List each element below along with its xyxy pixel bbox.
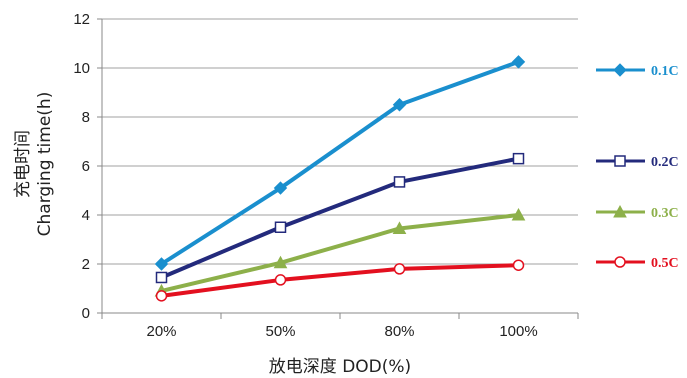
series-0.1C bbox=[154, 55, 526, 271]
data-point bbox=[511, 207, 526, 221]
y-tick-labels: 0 2 4 6 8 10 12 bbox=[73, 11, 90, 322]
y-tick-label: 4 bbox=[82, 207, 90, 224]
data-series bbox=[154, 55, 526, 302]
x-tick-label: 20% bbox=[146, 323, 176, 340]
y-tick-label: 0 bbox=[82, 305, 90, 322]
x-tick-label: 100% bbox=[499, 323, 537, 340]
x-axis-title: 放电深度 DOD(%) bbox=[269, 357, 411, 377]
legend-item: 0.2C bbox=[596, 155, 679, 170]
data-point bbox=[155, 290, 168, 302]
gridlines bbox=[102, 18, 578, 265]
x-tick-labels: 20% 50% 80% 100% bbox=[146, 323, 537, 340]
y-tick-label: 2 bbox=[82, 256, 90, 273]
y-tick-label: 10 bbox=[73, 60, 90, 77]
legend-marker bbox=[614, 155, 626, 167]
series-line bbox=[160, 59, 520, 266]
series-0.2C bbox=[155, 152, 525, 284]
data-point bbox=[392, 221, 407, 234]
legend-label: 0.3C bbox=[651, 206, 679, 221]
legend-item: 0.1C bbox=[596, 63, 679, 79]
data-point bbox=[154, 257, 169, 271]
legend-label: 0.5C bbox=[651, 256, 679, 271]
x-tick-label: 50% bbox=[265, 323, 295, 340]
series-line bbox=[161, 213, 519, 293]
series-0.3C bbox=[154, 207, 526, 297]
series-line bbox=[161, 263, 519, 298]
legend-item: 0.3C bbox=[596, 204, 679, 221]
y-tick-label: 8 bbox=[82, 109, 90, 126]
legend-item: 0.5C bbox=[596, 256, 679, 271]
y-tick-label: 12 bbox=[73, 11, 90, 28]
series-0.5C bbox=[155, 259, 525, 302]
data-point bbox=[274, 274, 287, 286]
data-point bbox=[512, 152, 525, 165]
series-line bbox=[160, 156, 519, 280]
data-point bbox=[393, 263, 406, 275]
y-axis-title-chinese: 充电时间 bbox=[13, 130, 33, 198]
data-point bbox=[393, 176, 406, 188]
legend-label: 0.2C bbox=[651, 155, 679, 170]
data-point bbox=[392, 98, 407, 112]
data-point bbox=[511, 55, 526, 69]
axes bbox=[97, 18, 579, 319]
data-point bbox=[512, 259, 525, 271]
y-axis-title: Charging time(h) bbox=[35, 92, 55, 237]
data-point bbox=[273, 255, 288, 269]
data-point bbox=[155, 271, 168, 284]
data-point bbox=[273, 181, 288, 195]
legend: 0.1C 0.2C 0.3C 0.5C bbox=[596, 63, 679, 271]
legend-marker bbox=[613, 63, 627, 77]
data-point bbox=[274, 221, 287, 233]
legend-label: 0.1C bbox=[651, 64, 679, 79]
y-tick-label: 6 bbox=[82, 158, 90, 175]
legend-marker bbox=[613, 204, 627, 218]
x-tick-label: 80% bbox=[384, 323, 414, 340]
legend-marker bbox=[614, 256, 626, 268]
